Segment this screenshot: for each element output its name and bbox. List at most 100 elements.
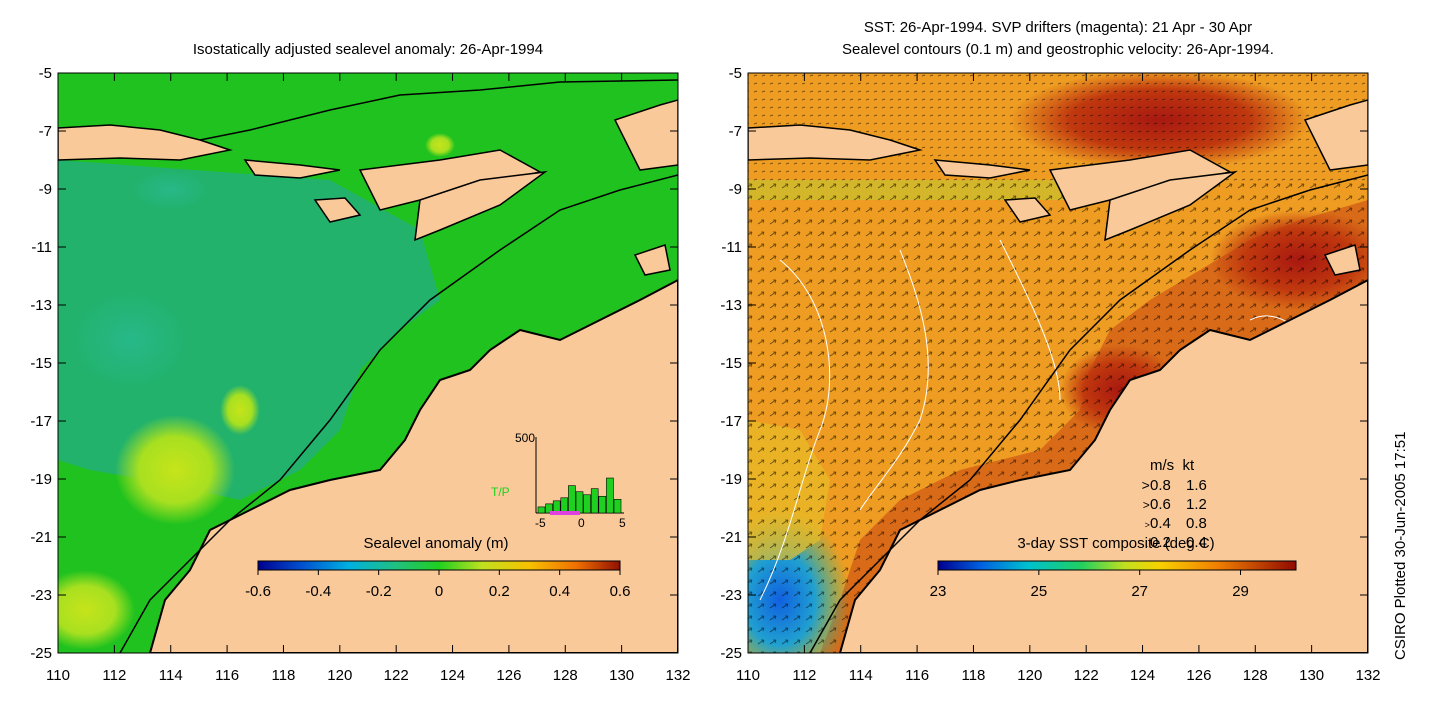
inset-y-max-label: 500 [515, 431, 535, 445]
velocity-legend-arrow: . [1146, 543, 1148, 549]
velocity-legend-kt: 1.2 [1186, 496, 1207, 513]
right-small-island [1323, 244, 1361, 276]
left-yellow-eddy-2 [220, 385, 260, 435]
right-northeast-island [1303, 99, 1368, 171]
left-lat-tick-label: -11 [31, 239, 52, 256]
right-longitude-ticks: 110 112 114 116 118 120 122 124 126 128 130 132 [736, 73, 1381, 684]
inset-histogram-bar [537, 506, 546, 514]
velocity-legend-ms: 0.6 [1150, 496, 1171, 513]
right-lat-tick-label: -9 [729, 181, 742, 198]
right-colorbar-tick-label: 25 [1031, 583, 1048, 600]
right-australia-land [838, 278, 1368, 653]
inset-histogram-bar [560, 497, 569, 514]
right-map-title-line2: Sealevel contours (0.1 m) and geostrophi… [842, 41, 1274, 58]
left-lat-tick-label: -9 [39, 181, 52, 198]
velocity-legend-rows: >0.8 1.6 > 0.6 1.2 > 0.4 0.8. 0.2 0.4 [1142, 477, 1207, 551]
right-shelf-contour [809, 174, 1368, 653]
right-map-title-line1: SST: 26-Apr-1994. SVP drifters (magenta)… [863, 19, 1253, 36]
right-lat-tick-label: -25 [720, 645, 742, 662]
left-colorbar-label: Sealevel anomaly (m) [363, 535, 508, 552]
left-small-island [633, 244, 671, 276]
left-sumba-island [313, 197, 362, 223]
left-lon-tick-label: 130 [609, 667, 634, 684]
inset-series-label: T/P [491, 485, 510, 499]
left-java-island [58, 124, 233, 161]
left-lon-tick-label: 110 [46, 667, 70, 684]
inset-drifter-marker [550, 511, 580, 515]
left-map-title: Isostatically adjusted sealevel anomaly:… [192, 41, 544, 58]
inset-x-tick-0: 0 [578, 516, 585, 530]
left-longitude-ticks: 110 112 114 116 118 120 122 124 126 128 130 132 [46, 73, 691, 684]
inset-histogram-bar [583, 494, 591, 514]
left-lon-tick-label: 126 [496, 667, 521, 684]
left-lon-tick-label: 124 [440, 667, 465, 684]
right-lat-tick-label: -5 [729, 65, 742, 82]
left-inset-histogram: 500 T/P -5 0 5 [491, 431, 626, 530]
velocity-legend-kt: 0.8 [1186, 515, 1207, 532]
left-lat-tick-label: -13 [30, 297, 52, 314]
left-lon-tick-label: 132 [665, 667, 690, 684]
right-colorbar-tick-label: 23 [930, 583, 947, 600]
left-yellow-eddy-3 [58, 570, 135, 650]
left-colorbar-ticks: -0.6 -0.4 -0.2 0 0.2 0.4 0.6 [245, 570, 630, 600]
inset-histogram-bar [606, 477, 614, 514]
left-lon-tick-label: 116 [215, 667, 239, 684]
right-lon-tick-label: 122 [1074, 667, 1099, 684]
left-colorbar-tick-label: 0.6 [610, 583, 631, 600]
inset-histogram-bar [598, 495, 607, 514]
right-colorbar-ticks: 23 25 27 29 [930, 570, 1249, 600]
left-bali-island [243, 159, 341, 179]
inset-histogram-bar [575, 491, 584, 514]
right-lat-tick-label: -15 [720, 355, 742, 372]
right-lat-tick-label: -17 [720, 413, 742, 430]
inset-histogram-bar [613, 499, 622, 514]
right-colorbar: 3-day SST composite (deg C) 23 25 27 29 [930, 535, 1297, 600]
left-map [58, 73, 678, 653]
right-lat-tick-label: -19 [720, 471, 742, 488]
right-bali-island [933, 159, 1031, 179]
right-latitude-ticks: -5 -7 -9 -11 -13 -15 -17 -19 -21 -23 -25 [720, 65, 1368, 662]
right-lat-tick-label: -13 [720, 297, 742, 314]
velocity-legend-kt: 1.6 [1186, 477, 1207, 494]
right-lon-tick-label: 128 [1243, 667, 1268, 684]
right-sealevel-contour-1 [759, 259, 831, 601]
left-lon-tick-label: 120 [327, 667, 352, 684]
velocity-legend-ms: 0.4 [1150, 515, 1171, 532]
velocity-legend-arrow: > [1142, 477, 1150, 493]
right-sumba-island [1003, 197, 1052, 223]
right-lon-tick-label: 130 [1299, 667, 1324, 684]
right-sealevel-contour-3 [999, 239, 1061, 401]
left-lat-tick-label: -25 [30, 645, 52, 662]
left-latitude-ticks: -5 -7 -9 -11 -13 -15 -17 -19 -21 -23 -25 [30, 65, 678, 662]
right-lon-tick-label: 126 [1186, 667, 1211, 684]
right-lon-tick-label: 120 [1017, 667, 1042, 684]
left-australia-land [148, 278, 678, 653]
left-colorbar-tick-label: -0.2 [366, 583, 392, 600]
inset-histogram-bar [568, 485, 576, 514]
left-northeast-island [613, 99, 678, 171]
left-lat-tick-label: -23 [30, 587, 52, 604]
right-colorbar-tick-label: 27 [1131, 583, 1148, 600]
right-colorbar-label: 3-day SST composite (deg C) [1017, 535, 1214, 552]
left-teal-eddy [70, 290, 190, 390]
left-lat-tick-label: -21 [30, 529, 52, 546]
left-shelf-contour [119, 174, 678, 653]
left-lat-tick-label: -5 [39, 65, 52, 82]
velocity-legend-arrow: > [1143, 498, 1150, 512]
right-timor-island [1104, 170, 1238, 242]
left-lat-tick-label: -15 [30, 355, 52, 372]
left-yellow-spot [425, 133, 455, 157]
right-lat-tick-label: -23 [720, 587, 742, 604]
right-lon-tick-label: 112 [792, 667, 816, 684]
velocity-legend-ms: 0.8 [1150, 477, 1171, 494]
left-colorbar-tick-label: 0.2 [489, 583, 510, 600]
left-colorbar-tick-label: -0.6 [245, 583, 271, 600]
right-lon-tick-label: 118 [961, 667, 985, 684]
velocity-legend-header: m/s kt [1150, 457, 1195, 474]
inset-histogram-bar [590, 488, 599, 514]
left-lon-tick-label: 112 [102, 667, 126, 684]
inset-x-tick-5: 5 [619, 516, 626, 530]
left-teal-eddy-2 [130, 170, 210, 210]
left-colorbar-tick-label: -0.4 [305, 583, 331, 600]
